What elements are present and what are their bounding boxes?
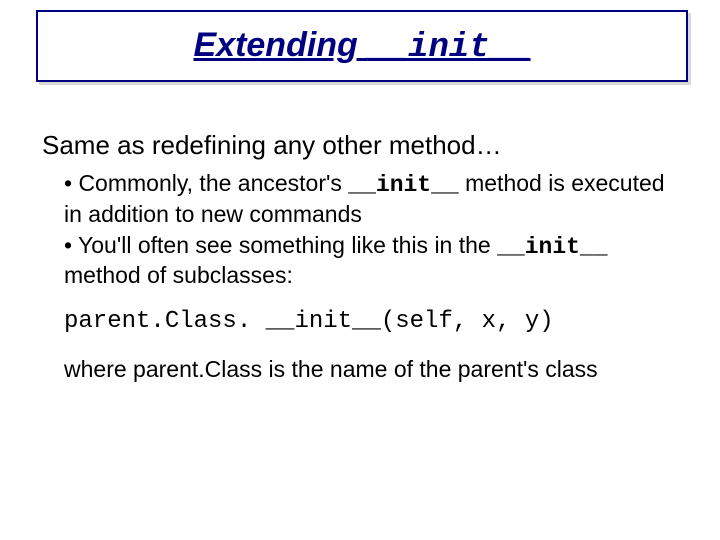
footer-note: where parent.Class is the name of the pa… [64, 355, 682, 384]
title-mono: __init__ [367, 29, 530, 67]
title-prefix: Extending [193, 26, 367, 64]
bullet-2-pre: • You'll often see something like this i… [64, 232, 497, 258]
bullet-2-post: method of subclasses: [64, 262, 293, 288]
bullet-1: • Commonly, the ancestor's __init__ meth… [64, 169, 682, 229]
bullet-2: • You'll often see something like this i… [64, 231, 682, 291]
bullet-list: • Commonly, the ancestor's __init__ meth… [64, 169, 682, 290]
bullet-2-mono: __init__ [497, 234, 607, 260]
slide: Extending __init__ Same as redefining an… [0, 0, 720, 540]
content-area: Same as redefining any other method… • C… [42, 130, 682, 384]
code-example: parent.Class. __init__(self, x, y) [64, 308, 682, 335]
bullet-1-mono: __init__ [348, 172, 458, 198]
bullet-1-pre: • Commonly, the ancestor's [64, 170, 348, 196]
intro-text: Same as redefining any other method… [42, 130, 682, 161]
slide-title: Extending __init__ [193, 26, 530, 67]
title-box: Extending __init__ [36, 10, 688, 82]
